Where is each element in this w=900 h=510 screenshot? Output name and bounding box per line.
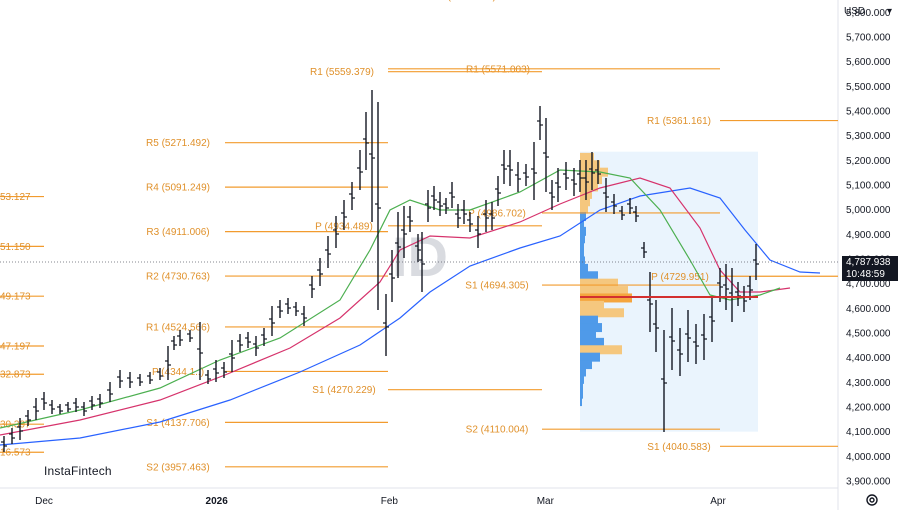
countdown-tag: 10:48:59 (842, 268, 898, 281)
pivot-level-label: R3 (4911.006) (146, 227, 209, 238)
volume-profile-bar (580, 352, 600, 362)
volume-profile-bar (580, 337, 604, 347)
pivot-level-label: R1 (5559.379) (310, 67, 374, 78)
volume-profile-bar (580, 175, 602, 185)
volume-profile-bar (580, 152, 594, 162)
pivot-level-label: S1 (4137.706) (146, 418, 209, 429)
price-tick-label: 4,500.000 (846, 329, 891, 340)
volume-profile-bar (580, 241, 584, 251)
current-price-tag: 4,787.938 (842, 256, 898, 269)
currency-label: USD (844, 5, 866, 17)
pivot-level-label: R4 (5091.249) (146, 183, 210, 194)
price-tick-label: 4,400.000 (846, 353, 891, 364)
moving-average-green (0, 169, 781, 429)
price-tick-label: 5,000.000 (846, 205, 891, 216)
pivot-level-label: R1 (5361.161) (647, 116, 711, 127)
volume-profile-bar (580, 382, 583, 392)
volume-profile-bar (580, 234, 585, 244)
pivot-level-label: S1 (4270.229) (312, 385, 375, 396)
price-tick-label: 5,700.000 (846, 33, 891, 44)
price-tick-label: 5,500.000 (846, 82, 891, 93)
pivot-level-label: S2 (4110.004) (466, 425, 529, 436)
pivot-level-label: 51.150 (0, 242, 31, 253)
watermark-text: ID (392, 225, 448, 288)
volume-profile-bar (580, 300, 604, 310)
pivot-level-label: S1 (4694.305) (465, 281, 528, 292)
currency-selector[interactable]: USD ▾ (840, 2, 896, 20)
price-tick-label: 5,100.000 (846, 181, 891, 192)
volume-profile-bar (580, 182, 598, 192)
moving-average-blue (0, 187, 821, 446)
price-tick-label: 4,300.000 (846, 378, 891, 389)
price-tick-label: 4,000.000 (846, 452, 891, 463)
price-tick-label: 5,300.000 (846, 131, 891, 142)
pivot-level-label: 49.173 (0, 292, 31, 303)
pivot-level-label: 47.197 (0, 342, 31, 353)
pivot-level-label: P (4986.702) (468, 208, 526, 219)
volume-profile-bar (580, 263, 588, 273)
gear-icon[interactable] (864, 492, 880, 508)
moving-average-red (0, 177, 791, 436)
volume-profile-bar (580, 315, 598, 325)
price-tick-label: 4,700.000 (846, 279, 891, 290)
volume-profile-bar (580, 204, 588, 214)
price-tick-label: 5,400.000 (846, 107, 891, 118)
price-tick-label: 5,200.000 (846, 156, 891, 167)
volume-profile-bar (580, 197, 590, 207)
pivot-level-label: S2 (3957.463) (146, 462, 209, 473)
time-tick-label: Mar (537, 496, 555, 507)
price-tick-label: 3,900.000 (846, 477, 891, 488)
price-tick-label: 4,100.000 (846, 427, 891, 438)
volume-profile-bar (580, 389, 583, 399)
time-tick-label: Dec (35, 496, 53, 507)
pivot-level-label: 16.573 (0, 448, 31, 459)
volume-profile-bar (580, 212, 586, 222)
pivot-level-label: R1 (4524.566) (146, 322, 210, 333)
volume-profile-bar (580, 374, 584, 384)
time-tick-label: Feb (381, 496, 399, 507)
volume-profile-bar (580, 397, 582, 407)
volume-profile-bar (580, 323, 602, 333)
pivot-level-label: S1 (4040.583) (647, 442, 710, 453)
instafintech-logo: InstaFintech (36, 460, 120, 482)
volume-profile-bar (580, 360, 592, 370)
volume-profile-bar (580, 330, 596, 340)
volume-profile-bar (580, 271, 598, 281)
volume-profile-bar (580, 278, 618, 288)
volume-profile-bar (580, 367, 586, 377)
pivot-level-label: P (4344.1..) (152, 367, 204, 378)
volume-profile-bar (580, 308, 624, 318)
price-tick-label: 4,600.000 (846, 304, 891, 315)
price-tick-label: 5,600.000 (846, 57, 891, 68)
price-tick-label: 4,200.000 (846, 403, 891, 414)
volume-profile-bar (580, 256, 585, 266)
chevron-down-icon: ▾ (886, 5, 892, 17)
volume-profile-bar (580, 160, 600, 170)
pivot-level-label: 32.873 (0, 370, 31, 381)
time-tick-label: 2026 (206, 496, 229, 507)
pivot-level-label: 30.397 (0, 420, 31, 431)
pivot-level-label: R5 (5271.492) (146, 138, 210, 149)
pivot-level-label: R2 (4730.763) (146, 272, 210, 283)
pivot-level-label: R2 (5865.400) (432, 0, 496, 3)
pivot-level-label: R1 (5571.003) (466, 64, 530, 75)
volume-profile-bar (580, 219, 584, 229)
volume-profile-bar (580, 226, 586, 236)
volume-profile-bar (580, 249, 584, 259)
volume-profile-bar (580, 345, 622, 355)
price-tick-label: 4,900.000 (846, 230, 891, 241)
price-tick-label: 5,800.000 (846, 8, 891, 19)
pivot-level-label: P (4729.951) (651, 272, 709, 283)
pivot-level-label: 53.127 (0, 192, 31, 203)
volume-profile-bar (580, 286, 628, 296)
time-tick-label: Apr (710, 496, 726, 507)
